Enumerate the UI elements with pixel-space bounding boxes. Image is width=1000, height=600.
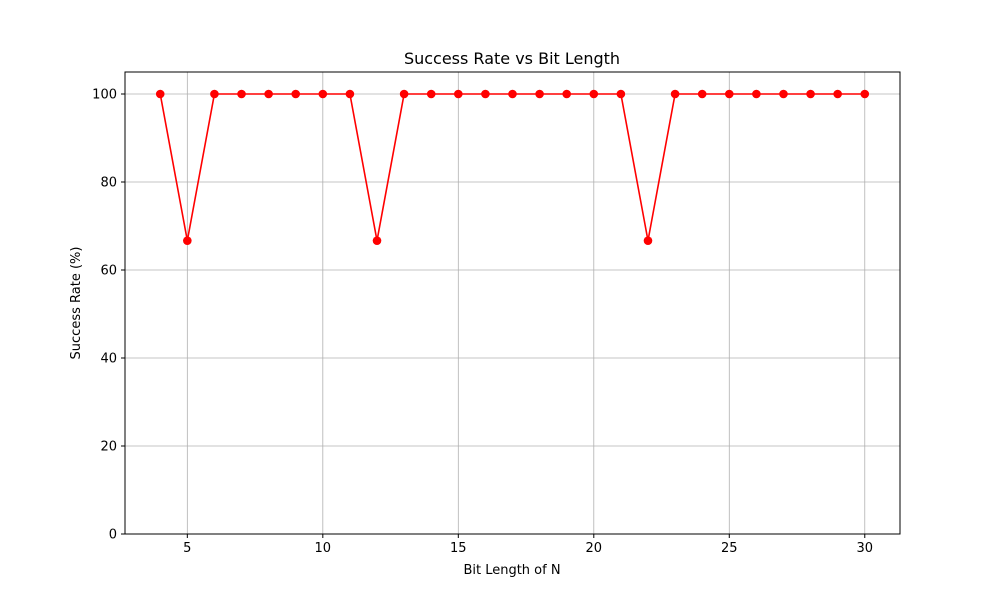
data-point [860,89,870,99]
data-point [833,89,842,99]
data-point [264,89,273,99]
y-tick-label: 20 [100,440,117,455]
data-point [616,89,626,99]
data-point [806,89,815,99]
data-point [210,89,219,99]
data-point [345,89,355,99]
data-point [237,89,246,99]
series-line [159,93,865,242]
data-point [697,89,707,99]
data-series [155,89,870,245]
data-point [752,89,761,99]
data-point [562,89,571,99]
data-point [643,236,653,245]
data-point [670,89,680,99]
x-tick-label: 15 [450,541,467,556]
data-point [291,89,301,99]
x-tick-label: 5 [183,541,191,556]
data-point [399,89,409,99]
x-axis-title: Bit Length of N [463,563,560,578]
plot-frame [124,71,901,535]
y-tick-label: 60 [100,264,117,279]
data-point [454,89,463,99]
data-point [589,89,599,99]
data-point [318,89,328,99]
data-point [535,89,544,99]
data-point [155,89,165,99]
data-point [724,89,734,99]
y-tick-label: 40 [100,352,117,367]
data-point [372,236,382,245]
axis-ticks: 5 10 15 20 25 30 0 20 40 60 80 100 [92,88,873,557]
chart-title: Success Rate vs Bit Length [404,49,620,68]
data-point [779,89,788,99]
grid [125,72,900,535]
y-tick-label: 80 [100,176,117,191]
y-tick-label: 0 [109,528,117,543]
data-point [426,89,436,99]
x-tick-label: 20 [586,541,603,556]
data-point [481,89,490,99]
data-point [508,89,517,99]
x-tick-label: 30 [856,541,873,556]
data-point [183,236,192,245]
x-tick-label: 25 [721,541,738,556]
y-axis-title: Success Rate (%) [69,247,84,360]
x-tick-label: 10 [315,541,332,556]
y-tick-label: 100 [92,88,117,103]
